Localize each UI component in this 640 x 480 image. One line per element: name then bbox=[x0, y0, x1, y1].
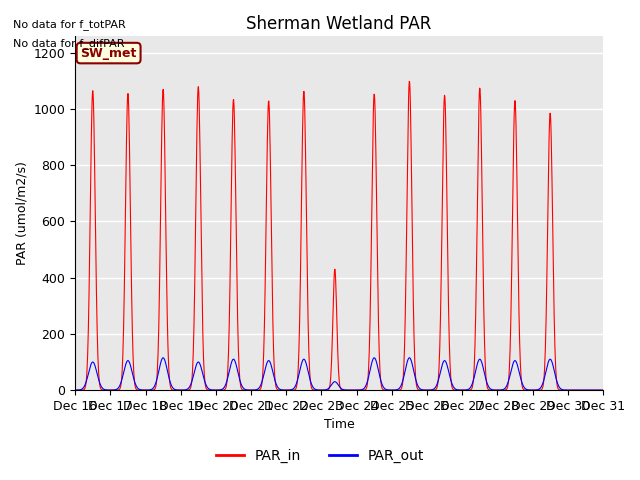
PAR_in bbox=[421, 387, 429, 393]
Title: Sherman Wetland PAR: Sherman Wetland PAR bbox=[246, 15, 432, 33]
PAR_out bbox=[71, 387, 79, 393]
PAR_out bbox=[189, 375, 196, 381]
Line: PAR_in: PAR_in bbox=[75, 82, 603, 390]
PAR_in bbox=[406, 79, 413, 84]
X-axis label: Time: Time bbox=[324, 419, 355, 432]
Text: No data for f_difPAR: No data for f_difPAR bbox=[13, 38, 124, 49]
Text: SW_met: SW_met bbox=[81, 47, 137, 60]
PAR_in bbox=[71, 387, 79, 393]
Text: No data for f_totPAR: No data for f_totPAR bbox=[13, 19, 125, 30]
PAR_in bbox=[537, 387, 545, 393]
Line: PAR_out: PAR_out bbox=[75, 358, 603, 390]
PAR_out bbox=[176, 387, 184, 393]
PAR_out bbox=[537, 385, 545, 391]
PAR_out bbox=[248, 387, 256, 393]
Y-axis label: PAR (umol/m2/s): PAR (umol/m2/s) bbox=[15, 161, 28, 265]
PAR_in bbox=[248, 387, 255, 393]
PAR_out bbox=[421, 387, 429, 393]
PAR_in bbox=[599, 387, 607, 393]
PAR_in bbox=[490, 387, 498, 393]
Legend: PAR_in, PAR_out: PAR_in, PAR_out bbox=[211, 443, 429, 468]
PAR_in bbox=[189, 368, 196, 374]
PAR_out bbox=[490, 387, 498, 393]
PAR_in bbox=[176, 387, 184, 393]
PAR_out bbox=[599, 387, 607, 393]
PAR_out bbox=[159, 355, 167, 360]
